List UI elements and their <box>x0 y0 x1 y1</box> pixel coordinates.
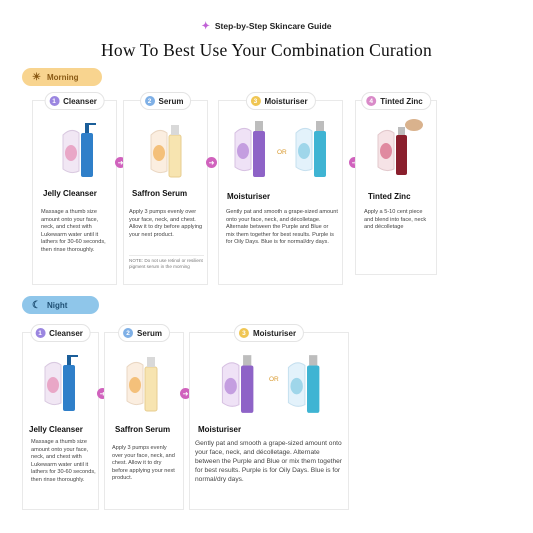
step-badge: 3 Moisturiser <box>245 92 316 110</box>
morning-note: NOTE: Do not use retinol or resilient pi… <box>129 255 204 270</box>
step-number: 3 <box>238 328 249 338</box>
step-number: 1 <box>35 328 46 338</box>
purple-moisturiser-image <box>221 355 254 413</box>
step-label: Cleanser <box>49 328 83 338</box>
sparkle-icon: ✦ <box>201 21 210 32</box>
tinted-zinc-image <box>377 119 423 175</box>
morning-card-tinted-zinc: 4 Tinted Zinc Tinted Zinc Apply a 5-10 ce… <box>355 92 437 275</box>
or-label: OR <box>277 149 287 156</box>
morning-pill: ☀ Morning <box>22 68 102 86</box>
morning-label: Morning <box>46 72 79 82</box>
step-number: 4 <box>366 96 377 106</box>
product-instructions: Apply a 5-10 cent piece and blend into f… <box>364 209 427 231</box>
step-number: 2 <box>144 96 155 106</box>
step-badge: 2 Serum <box>139 92 192 110</box>
step-label: Serum <box>137 328 162 338</box>
night-label: Night <box>46 300 68 310</box>
product-name: Tinted Zinc <box>368 192 411 201</box>
step-label: Cleanser <box>63 96 97 106</box>
or-label: OR <box>269 376 279 383</box>
moon-icon: ☾ <box>32 299 41 311</box>
next-arrow-icon: ➜ <box>115 157 126 168</box>
next-arrow-icon: ➜ <box>97 388 108 399</box>
product-name: Jelly Cleanser <box>29 425 83 434</box>
step-label: Moisturiser <box>252 328 297 338</box>
product-name: Saffron Serum <box>132 189 188 198</box>
step-label: Tinted Zinc <box>380 96 423 106</box>
step-badge: 4 Tinted Zinc <box>361 92 431 110</box>
product-instructions: Gently pat and smooth a grape-sized amou… <box>226 209 338 246</box>
step-badge: 2 Serum <box>118 324 170 342</box>
step-number: 1 <box>49 96 60 106</box>
night-card-moisturiser: 3 Moisturiser OR Moisturiser Gently pat a… <box>189 324 349 510</box>
night-card-serum: 2 Serum Saffron Serum Apply 3 pumps evenl… <box>104 324 184 510</box>
saffron-serum-image <box>126 357 158 412</box>
guide-kicker: ✦ Step-by-Step Skincare Guide <box>0 21 533 32</box>
jelly-cleanser-image <box>62 123 96 177</box>
product-instructions: Apply 3 pumps evenly over your face, nec… <box>112 445 175 482</box>
blue-moisturiser-image <box>295 121 326 177</box>
step-label: Moisturiser <box>264 96 308 106</box>
product-name: Saffron Serum <box>115 425 171 434</box>
jelly-cleanser-image <box>44 355 78 411</box>
sunrise-icon: ☀ <box>32 71 41 83</box>
next-arrow-icon: ➜ <box>206 157 217 168</box>
product-instructions: Apply 3 pumps evenly over your face, nec… <box>129 209 203 238</box>
step-badge: 3 Moisturiser <box>233 324 305 342</box>
blue-moisturiser-image <box>287 355 320 413</box>
morning-card-moisturiser: 3 Moisturiser OR Moisturiser Gently pat a… <box>218 92 343 285</box>
product-name: Moisturiser <box>227 192 271 201</box>
saffron-serum-image <box>150 125 182 178</box>
product-name: Jelly Cleanser <box>43 189 97 198</box>
step-number: 3 <box>250 96 261 106</box>
purple-moisturiser-image <box>234 121 265 177</box>
page-title: How To Best Use Your Combination Curatio… <box>101 40 432 60</box>
product-name: Moisturiser <box>198 425 242 434</box>
product-instructions: Massage a thumb size amount onto your fa… <box>31 439 96 483</box>
guide-kicker-text: Step-by-Step Skincare Guide <box>214 21 332 31</box>
step-badge: 1 Cleanser <box>30 324 91 342</box>
morning-card-cleanser: 1 Cleanser Jelly Cleanser Massage a thumb… <box>32 92 117 285</box>
next-arrow-icon: ➜ <box>180 388 191 399</box>
morning-card-serum: 2 Serum Saffron Serum Apply 3 pumps evenl… <box>123 92 208 285</box>
next-arrow-icon: ➜ <box>349 157 360 168</box>
night-pill: ☾ Night <box>22 296 99 314</box>
night-card-cleanser: 1 Cleanser Jelly Cleanser Massage a thumb… <box>22 324 99 510</box>
step-label: Serum <box>158 96 184 106</box>
product-instructions: Gently pat and smooth a grape-sized amou… <box>195 440 342 483</box>
step-number: 2 <box>123 328 134 338</box>
product-instructions: Massage a thumb size amount onto your fa… <box>41 209 106 253</box>
step-badge: 1 Cleanser <box>44 92 105 110</box>
